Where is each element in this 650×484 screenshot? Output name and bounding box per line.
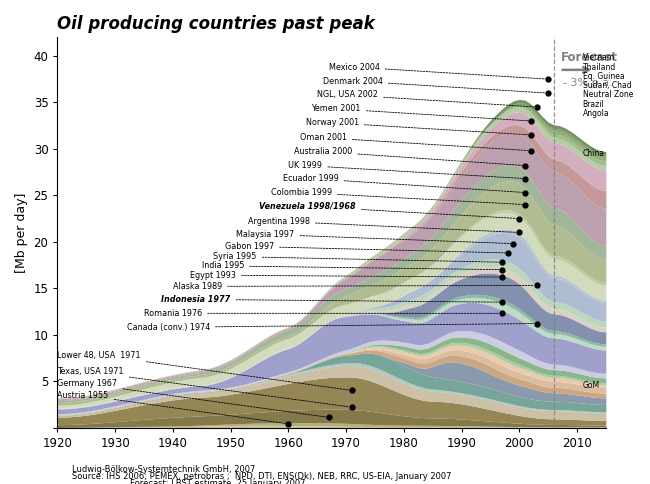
Text: Ludwig-Bölkow-Systemtechnik GmbH, 2007: Ludwig-Bölkow-Systemtechnik GmbH, 2007	[72, 465, 255, 474]
Text: Sudan, Chad: Sudan, Chad	[583, 81, 631, 90]
Text: Venezuela 1998/1968: Venezuela 1998/1968	[259, 202, 517, 218]
Text: Romania 1976: Romania 1976	[144, 309, 499, 318]
Text: Denmark 2004: Denmark 2004	[323, 76, 545, 93]
Text: Forecast: Forecast	[561, 50, 618, 63]
Text: Germany 1967: Germany 1967	[57, 379, 326, 417]
Text: Lower 48, USA  1971: Lower 48, USA 1971	[57, 350, 349, 390]
Text: Norway 2001: Norway 2001	[306, 118, 528, 135]
Text: Alaska 1989: Alaska 1989	[173, 282, 534, 291]
Text: India 1995: India 1995	[202, 261, 499, 271]
Text: Colombia 1999: Colombia 1999	[271, 188, 522, 204]
Y-axis label: [Mb per day]: [Mb per day]	[15, 192, 28, 272]
Text: GoM: GoM	[583, 381, 600, 390]
Text: Gabon 1997: Gabon 1997	[225, 242, 505, 253]
Text: NGL, USA 2002: NGL, USA 2002	[317, 91, 534, 107]
Text: Oman 2001: Oman 2001	[300, 133, 528, 151]
Text: Indonesia 1977: Indonesia 1977	[161, 295, 499, 304]
Text: Canada (conv.) 1974: Canada (conv.) 1974	[127, 323, 534, 332]
Text: Forecast: LBST estimate, 25 January 2007: Forecast: LBST estimate, 25 January 2007	[130, 480, 306, 484]
Text: Vietnam: Vietnam	[583, 53, 615, 62]
Text: Neutral Zone: Neutral Zone	[583, 91, 633, 99]
Text: Thailand: Thailand	[583, 62, 616, 72]
Text: - 3% p.a.: - 3% p.a.	[562, 77, 612, 88]
Text: UK 1999: UK 1999	[289, 161, 522, 179]
Text: Mexico 2004: Mexico 2004	[329, 62, 545, 79]
Text: Brazil: Brazil	[583, 100, 605, 109]
Text: Source: IHS 2006; PEMEX, petrobras ;  NPD, DTI, ENS(Dk), NEB, RRC, US-EIA, Janua: Source: IHS 2006; PEMEX, petrobras ; NPD…	[72, 472, 451, 481]
Text: Eq. Guinea: Eq. Guinea	[583, 72, 625, 81]
Text: Argentina 1998: Argentina 1998	[248, 217, 517, 232]
Text: Austria 1955: Austria 1955	[57, 391, 285, 424]
Text: Yemen 2001: Yemen 2001	[311, 105, 528, 121]
Text: Ecuador 1999: Ecuador 1999	[283, 174, 522, 192]
Text: China: China	[583, 149, 605, 158]
Text: Angola: Angola	[583, 109, 609, 118]
Text: Texas, USA 1971: Texas, USA 1971	[57, 367, 349, 407]
Text: Australia 2000: Australia 2000	[294, 147, 522, 166]
Text: Malaysia 1997: Malaysia 1997	[237, 230, 511, 243]
Text: Syria 1995: Syria 1995	[213, 252, 499, 262]
Text: Egypt 1993: Egypt 1993	[190, 271, 499, 280]
Text: Oil producing countries past peak: Oil producing countries past peak	[57, 15, 375, 33]
